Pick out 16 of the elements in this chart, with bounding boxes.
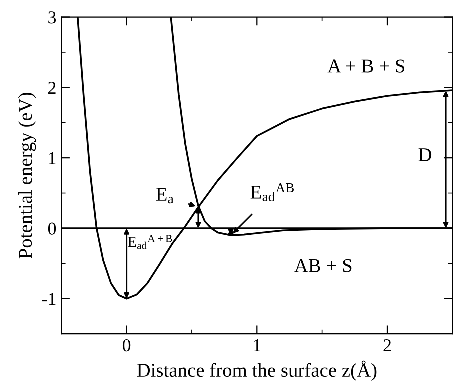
y-tick-label: 0 xyxy=(48,222,56,235)
annotation: D xyxy=(418,148,432,162)
y-tick-label: -1 xyxy=(42,293,56,306)
annotation: E$_{ad}$$^{AB}$ xyxy=(250,183,294,202)
x-tick-label: 1 xyxy=(254,340,261,352)
y-tick-label: 3 xyxy=(48,12,56,24)
x-axis-title: Distance from the surface z(Å) xyxy=(137,360,377,382)
y-axis-title: Potential energy (eV) xyxy=(18,93,36,259)
x-tick-label: 2 xyxy=(384,340,392,352)
y-tick-label: 1 xyxy=(49,152,56,164)
y-tick-label: 2 xyxy=(48,82,56,94)
x-tick-label: 0 xyxy=(122,339,131,352)
annotation: E$_{ad}$$^{A+B}$ xyxy=(128,235,172,250)
annotation: E$_{a}$ xyxy=(156,188,174,204)
annotation: A + B + S xyxy=(328,60,404,73)
annotation: AB + S xyxy=(294,259,352,272)
